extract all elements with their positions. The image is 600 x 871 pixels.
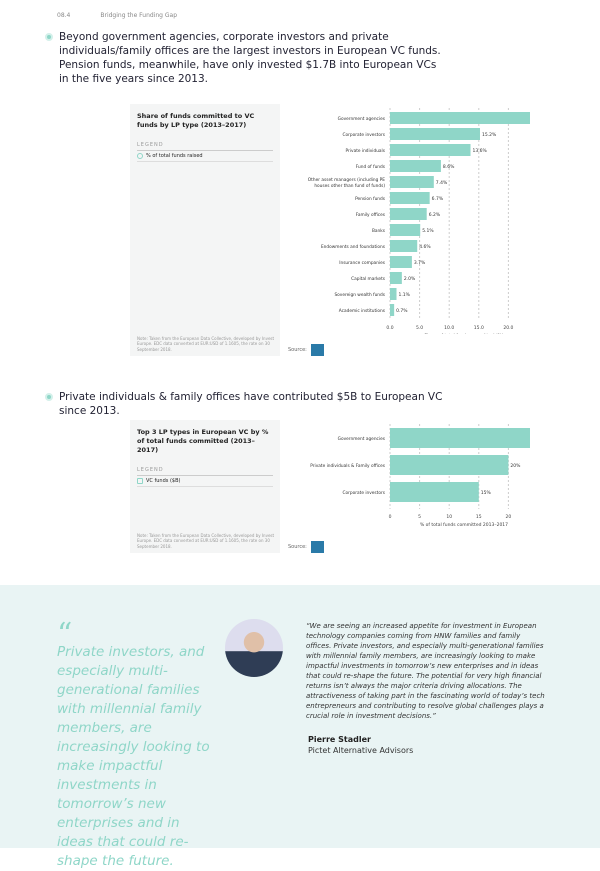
bar — [390, 272, 402, 284]
bullet-1: Beyond government agencies, corporate in… — [45, 30, 445, 86]
category-label: Pension funds — [355, 196, 386, 202]
legend-text: % of total funds raised — [146, 153, 203, 159]
section-number: 08.4 — [57, 12, 71, 19]
category-label: Banks — [372, 228, 386, 234]
category-label: Academic institutions — [339, 308, 386, 314]
data-label: 7.4% — [436, 180, 448, 186]
category-label: Other asset managers (including PE — [308, 177, 385, 183]
data-label: 13.6% — [473, 148, 488, 154]
bar — [390, 224, 421, 236]
data-label: 3.7% — [414, 260, 426, 266]
data-label: 8.6% — [443, 164, 455, 170]
chart-note: Note: Taken from the European Data Colle… — [137, 532, 275, 549]
category-label: Insurance companies — [339, 260, 386, 266]
quote-section: “ Private investors, and especially mult… — [0, 585, 600, 869]
bar — [390, 256, 412, 268]
bullet-text: Private individuals & family offices hav… — [59, 391, 443, 417]
chart-note: Note: Taken from the European Data Colle… — [137, 335, 275, 352]
category-label: Fund of funds — [356, 164, 386, 170]
legend-item: % of total funds raised — [137, 151, 273, 162]
data-label: 15.2% — [482, 132, 497, 138]
legend-text: VC funds ($B) — [146, 478, 181, 484]
source-logo — [310, 344, 324, 356]
bullet-2: Private individuals & family offices hav… — [45, 390, 465, 418]
category-label: Private individuals & Family offices — [310, 463, 386, 469]
bar — [390, 176, 434, 188]
chart-title: Share of funds committed to VC funds by … — [137, 112, 255, 129]
bar-chart-2: 0510152025% of total funds committed 201… — [310, 424, 551, 528]
chart-title: Top 3 LP types in European VC by % of to… — [137, 428, 269, 454]
quote-organization: Pictet Alternative Advisors — [308, 746, 414, 755]
bar — [390, 288, 397, 300]
legend-item: VC funds ($B) — [137, 476, 273, 487]
bar — [390, 112, 540, 124]
bar — [390, 240, 418, 252]
data-label: 15% — [481, 490, 492, 496]
category-label: houses other than fund of funds) — [314, 183, 385, 189]
legend-square-icon — [137, 478, 143, 484]
bar — [390, 428, 538, 448]
data-label: 5.1% — [422, 228, 434, 234]
section-title: Bridging the Funding Gap — [100, 12, 178, 19]
source-label: Source: — [288, 347, 307, 353]
category-label: Government agencies — [338, 436, 386, 442]
category-label: Sovereign wealth funds — [334, 292, 385, 298]
category-label: Family offices — [356, 212, 386, 218]
x-tick-label: 0.0 — [386, 325, 393, 331]
x-tick-label: 20.0 — [503, 325, 513, 331]
source: Source: — [288, 541, 324, 553]
x-tick-label: 5.0 — [416, 325, 423, 331]
category-label: Corporate investors — [342, 132, 385, 138]
data-label: 6.2% — [429, 212, 441, 218]
x-tick-label: 10 — [446, 514, 452, 520]
chart-panel-2: Top 3 LP types in European VC by % of to… — [130, 420, 551, 553]
bullet-dot-icon — [45, 393, 53, 401]
avatar — [225, 619, 283, 677]
x-tick-label: 15.0 — [474, 325, 484, 331]
bar-chart-1: 0.05.010.015.020.025.0Share of total fun… — [308, 108, 556, 339]
bar — [390, 208, 427, 220]
legend-label: LEGEND — [137, 142, 273, 151]
x-tick-label: 20 — [506, 514, 512, 520]
bar — [390, 128, 480, 140]
x-axis-label: Share of total funds committed (%) — [424, 333, 504, 334]
x-tick-label: 0 — [389, 514, 392, 520]
data-label: 2.0% — [404, 276, 416, 282]
data-label: 6.7% — [432, 196, 444, 202]
page-header: 08.4 Bridging the Funding Gap — [57, 12, 177, 19]
x-tick-label: 5 — [418, 514, 421, 520]
data-label: 1.1% — [399, 292, 411, 298]
data-label: 0.7% — [396, 308, 408, 314]
bar — [390, 192, 430, 204]
category-label: Private individuals — [346, 148, 386, 154]
bar — [390, 160, 441, 172]
quote-author: Pierre Stadler — [308, 735, 371, 744]
bar — [390, 455, 509, 475]
legend-label: LEGEND — [137, 467, 273, 476]
bullet-text: Beyond government agencies, corporate in… — [59, 31, 441, 85]
source: Source: — [288, 344, 324, 356]
x-tick-label: 10.0 — [444, 325, 454, 331]
legend-dot-icon — [137, 153, 143, 159]
x-tick-label: 15 — [476, 514, 482, 520]
source-logo — [310, 541, 324, 553]
bar — [390, 144, 471, 156]
category-label: Corporate investors — [342, 490, 385, 496]
quote-text: “We are seeing an increased appetite for… — [306, 622, 545, 720]
pull-quote: Private investors, and especially multi-… — [57, 644, 210, 869]
data-label: 4.6% — [419, 244, 431, 250]
bar — [390, 304, 395, 316]
bullet-dot-icon — [45, 33, 53, 41]
chart-panel-1: Share of funds committed to VC funds by … — [130, 104, 556, 356]
source-label: Source: — [288, 544, 307, 550]
data-label: 20% — [510, 463, 521, 469]
x-axis-label: % of total funds committed 2013–2017 — [420, 522, 508, 528]
category-label: Endowments and foundations — [321, 244, 386, 250]
category-label: Government agencies — [338, 116, 386, 122]
bar — [390, 482, 479, 502]
category-label: Capital markets — [351, 276, 386, 282]
quote-mark-icon: “ — [57, 617, 73, 652]
